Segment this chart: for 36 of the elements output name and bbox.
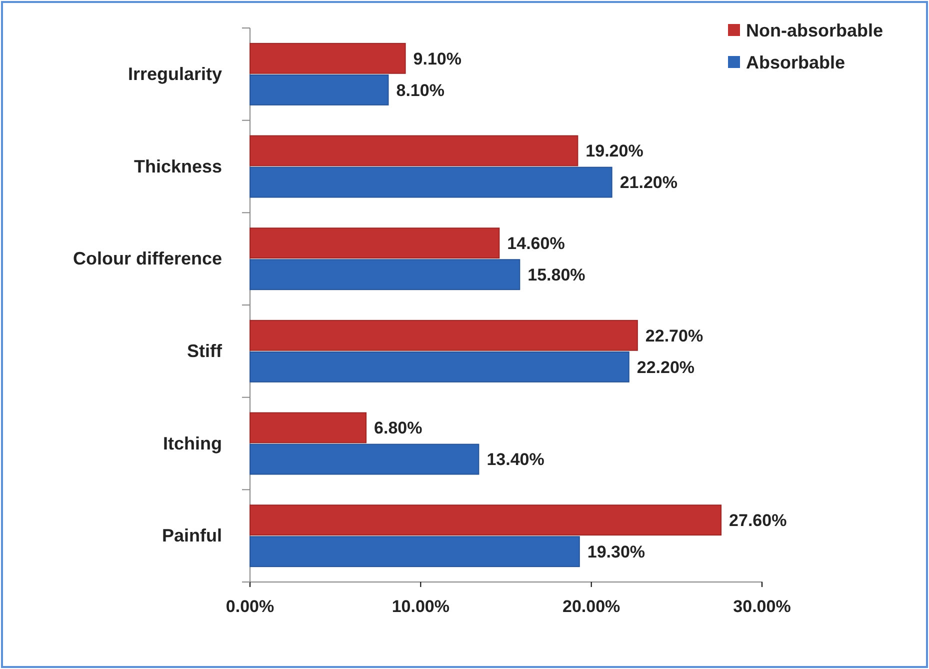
data-label: 6.80% bbox=[374, 418, 422, 438]
data-label: 21.20% bbox=[620, 173, 678, 192]
bar bbox=[250, 135, 578, 166]
y-tick-label: Colour difference bbox=[72, 248, 222, 269]
data-label: 8.10% bbox=[396, 80, 444, 100]
bar bbox=[250, 228, 500, 259]
bar bbox=[250, 536, 580, 568]
bar bbox=[250, 351, 630, 382]
bar bbox=[250, 42, 406, 74]
x-tick-label: 20.00% bbox=[562, 597, 620, 616]
data-label: 15.80% bbox=[528, 266, 586, 285]
bar bbox=[250, 259, 520, 290]
y-tick-label: Painful bbox=[162, 526, 222, 546]
data-label: 22.20% bbox=[636, 358, 695, 377]
y-tick-label: Irregularity bbox=[128, 64, 222, 84]
data-label: 14.60% bbox=[507, 234, 565, 254]
data-label: 27.60% bbox=[729, 511, 787, 530]
data-label: 19.30% bbox=[587, 542, 646, 562]
data-label: 19.20% bbox=[586, 142, 644, 161]
y-tick-label: Stiff bbox=[187, 340, 223, 361]
x-tick-label: 10.00% bbox=[392, 597, 450, 616]
x-tick-label: 0.00% bbox=[226, 597, 274, 616]
bar bbox=[250, 412, 367, 444]
bar bbox=[250, 74, 389, 106]
data-label: 22.70% bbox=[645, 326, 704, 346]
bar bbox=[250, 166, 612, 198]
legend-label: Absorbable bbox=[746, 52, 846, 72]
x-tick-label: 30.00% bbox=[733, 597, 791, 616]
data-label: 9.10% bbox=[413, 49, 462, 68]
data-label: 13.40% bbox=[486, 450, 544, 470]
bar bbox=[250, 320, 638, 351]
y-tick-label: Thickness bbox=[134, 156, 222, 176]
legend-label: Non-absorbable bbox=[746, 20, 884, 40]
bar bbox=[250, 504, 722, 536]
y-tick-label: Itching bbox=[163, 433, 222, 454]
bar bbox=[250, 444, 480, 475]
